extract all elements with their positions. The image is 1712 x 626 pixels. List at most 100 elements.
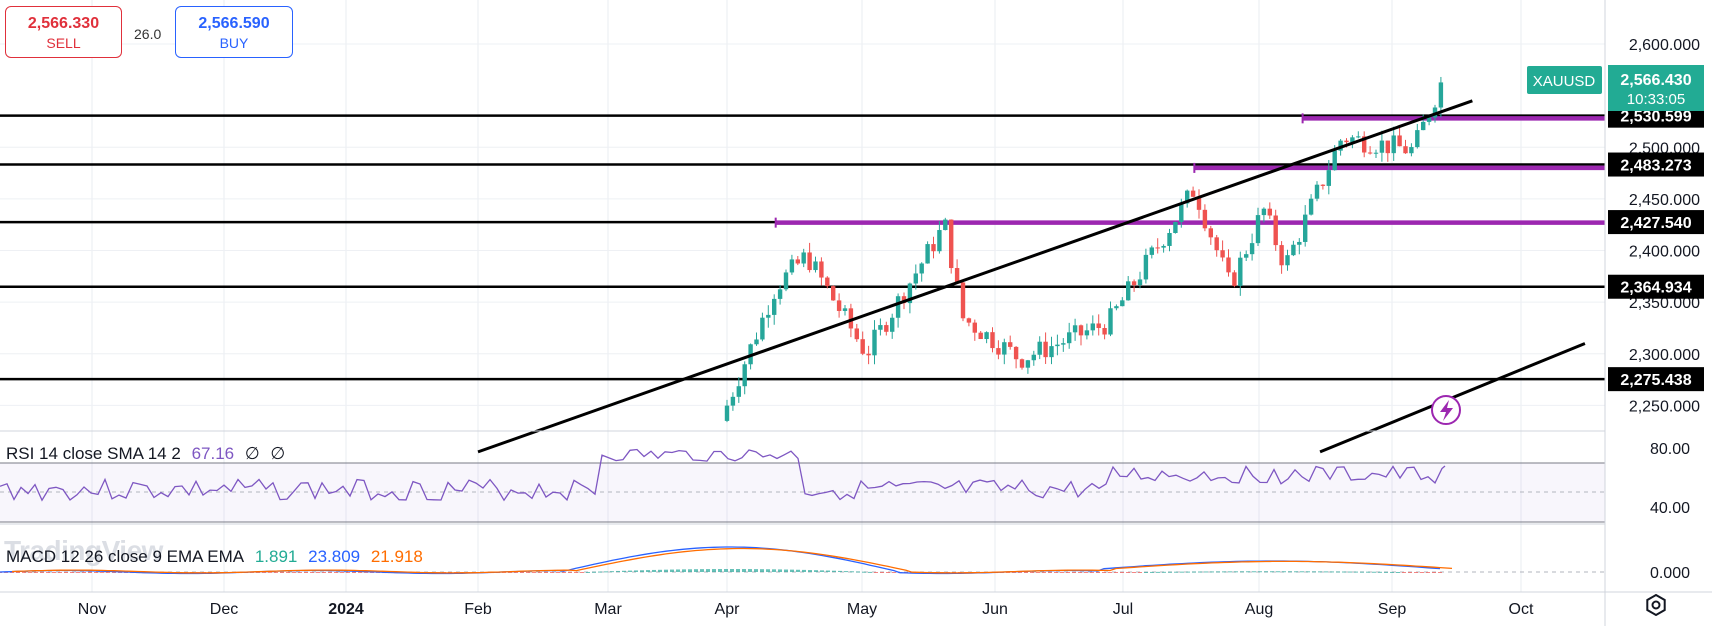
x-tick-label: Aug — [1245, 601, 1273, 618]
macd-legend[interactable]: MACD 12 26 close 9 EMA EMA 1.891 23.809 … — [6, 547, 429, 567]
macd-histogram-bar — [850, 571, 854, 573]
macd-histogram-bar — [1366, 571, 1370, 573]
macd-histogram-bar — [82, 572, 86, 573]
macd-histogram-bar — [1096, 572, 1100, 573]
macd-histogram-bar — [586, 571, 590, 573]
candle-up — [890, 317, 895, 332]
macd-histogram-bar — [1060, 572, 1064, 573]
macd-histogram-bar — [1324, 571, 1328, 573]
candle-up — [1291, 244, 1296, 256]
macd-histogram-bar — [1438, 572, 1442, 573]
candle-up — [1244, 254, 1249, 258]
candle-up — [777, 289, 783, 299]
candle-down — [1078, 325, 1084, 336]
lightning-icon[interactable] — [1431, 395, 1461, 425]
macd-histogram-bar — [1252, 571, 1256, 573]
macd-histogram-bar — [538, 572, 542, 573]
candle-down — [848, 308, 854, 329]
macd-histogram-bar — [1042, 572, 1046, 573]
sell-price: 2,566.330 — [27, 15, 100, 32]
macd-histogram-bar — [742, 569, 746, 572]
macd-histogram-bar — [1222, 571, 1226, 573]
candle-up — [1002, 342, 1007, 355]
macd-histogram-bar — [1030, 572, 1034, 573]
macd-histogram-bar — [532, 572, 536, 573]
macd-histogram-bar — [1384, 571, 1388, 573]
macd-histogram-bar — [754, 569, 758, 572]
x-tick-label: Dec — [210, 601, 238, 618]
candle-up — [878, 325, 883, 330]
macd-histogram-bar — [868, 571, 872, 573]
x-tick-label: Apr — [715, 601, 741, 618]
rsi-title: RSI 14 close SMA 14 2 — [6, 444, 181, 463]
sell-button[interactable]: 2,566.330 SELL — [5, 6, 122, 58]
macd-histogram-bar — [808, 570, 812, 572]
rsi-pane — [0, 448, 1605, 523]
macd-histogram-bar — [802, 569, 806, 572]
candle-down — [931, 244, 936, 252]
macd-histogram-bar — [604, 571, 608, 573]
candle-down — [978, 332, 983, 340]
candle-up — [1350, 137, 1355, 143]
level-price-label: 2,364.934 — [1620, 280, 1691, 297]
macd-histogram-bar — [1372, 571, 1376, 573]
candle-up — [1391, 135, 1396, 154]
macd-title: MACD 12 26 close 9 EMA EMA — [6, 547, 245, 566]
macd-histogram-bar — [886, 572, 890, 573]
candle-up — [913, 273, 918, 284]
macd-histogram-bar — [1354, 571, 1358, 573]
macd-histogram-bar — [598, 571, 602, 573]
macd-histogram-bar — [694, 569, 698, 572]
macd-histogram-bar — [40, 572, 44, 573]
macd-histogram-bar — [16, 572, 20, 573]
buy-button[interactable]: 2,566.590 BUY — [175, 6, 293, 58]
macd-histogram-bar — [1234, 571, 1238, 573]
candle-up — [766, 314, 771, 318]
trendline — [477, 99, 1473, 454]
macd-histogram-bar — [1186, 571, 1190, 573]
macd-histogram-bar — [844, 571, 848, 573]
settings-icon[interactable] — [1645, 594, 1667, 616]
macd-histogram-bar — [544, 572, 548, 573]
candle-up — [1126, 281, 1131, 301]
macd-histogram-bar — [1246, 571, 1250, 573]
macd-histogram-bar — [1036, 572, 1040, 573]
candle-down — [1008, 342, 1013, 347]
macd-histogram-bar — [1138, 572, 1142, 573]
macd-histogram-bar — [796, 569, 800, 572]
candle-down — [1155, 247, 1160, 249]
x-tick-label: Mar — [594, 601, 622, 618]
candle-up — [724, 405, 730, 421]
level-price-tag — [1608, 367, 1704, 392]
candle-down — [1131, 281, 1137, 286]
candle-down — [1043, 341, 1048, 358]
macd-histogram-bar — [274, 572, 278, 573]
x-tick-label: May — [847, 601, 877, 618]
macd-histogram-bar — [1126, 572, 1130, 573]
candle-up — [1137, 279, 1143, 286]
macd-histogram-bar — [550, 572, 554, 573]
macd-histogram-bar — [1342, 571, 1346, 573]
macd-histogram-bar — [1264, 571, 1268, 573]
candle-up — [1421, 121, 1426, 131]
candle-up — [1438, 82, 1444, 108]
macd-histogram-bar — [688, 569, 692, 572]
macd-histogram-bar — [1336, 571, 1340, 573]
macd-histogram-bar — [1180, 571, 1184, 573]
rsi-legend[interactable]: RSI 14 close SMA 14 2 67.16 ∅ ∅ — [6, 444, 291, 464]
macd-histogram-bar — [634, 570, 638, 572]
candle-up — [1167, 232, 1172, 246]
price-tags: 2,530.599 2,483.273 2,427.540 2,364.934 2,27… — [1527, 65, 1704, 392]
macd-histogram-bar — [622, 570, 626, 572]
macd-histogram-bar — [1210, 571, 1214, 573]
macd-histogram-bar — [712, 569, 716, 572]
macd-histogram-bar — [1396, 571, 1400, 573]
macd-histogram-bar — [730, 569, 734, 572]
candle-up — [730, 396, 736, 406]
candle-down — [860, 339, 865, 354]
candle-up — [1303, 214, 1308, 242]
candle-down — [1096, 323, 1101, 329]
macd-histogram-bar — [1066, 572, 1070, 573]
macd-histogram-bar — [370, 572, 374, 573]
